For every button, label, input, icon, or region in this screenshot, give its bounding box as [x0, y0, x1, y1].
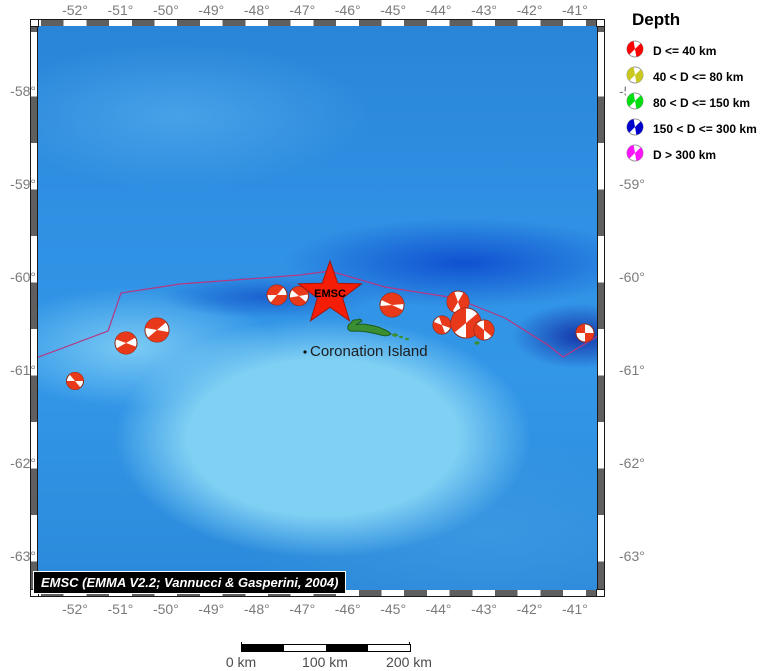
- lon-label-top: -50°: [152, 2, 179, 18]
- lon-label-bottom: -45°: [380, 601, 407, 617]
- lon-label-top: -52°: [62, 2, 88, 18]
- depth-beachball-icon: [626, 92, 644, 115]
- legend-item: D <= 40 km: [626, 38, 764, 64]
- focal-mechanism-beachball: [66, 372, 84, 390]
- legend-item: D > 300 km: [626, 142, 764, 168]
- legend-item-label: 150 < D <= 300 km: [653, 122, 757, 136]
- map-overlay: Coronation Island EMSC: [38, 259, 597, 390]
- legend-item-label: D <= 40 km: [653, 44, 717, 58]
- lat-label-left: -59°: [10, 176, 36, 192]
- lon-label-bottom: -50°: [152, 601, 179, 617]
- focal-mechanism-beachball: [289, 286, 309, 306]
- lon-label-top: -51°: [107, 2, 134, 18]
- lat-label-left: -60°: [10, 269, 36, 285]
- attribution-box: EMSC (EMMA V2.2; Vannucci & Gasperini, 2…: [33, 571, 347, 594]
- depth-beachball-icon: [626, 144, 644, 167]
- legend-title: Depth: [632, 10, 681, 29]
- focal-mechanism-beachball: [432, 315, 452, 335]
- scale-bar: [241, 644, 411, 652]
- lat-label-left: -62°: [10, 455, 36, 471]
- legend-items: D <= 40 km 40 < D <= 80 km 80 < D <= 150 k…: [626, 38, 764, 168]
- depth-beachball-icon: [626, 118, 644, 141]
- lon-label-bottom: -44°: [425, 601, 452, 617]
- island-point: [303, 350, 307, 354]
- lon-label-bottom: -51°: [107, 601, 134, 617]
- lon-label-bottom: -43°: [471, 601, 497, 617]
- focal-mechanism-beachball: [575, 323, 595, 343]
- lat-label-left: -63°: [10, 548, 36, 564]
- legend-item-label: 80 < D <= 150 km: [653, 96, 751, 110]
- legend-item: 150 < D <= 300 km: [626, 116, 764, 142]
- lat-label-right: -60°: [619, 269, 645, 285]
- depth-beachball-icon: [626, 66, 644, 89]
- map-frame-left: [30, 19, 38, 597]
- scale-bar-label: 100 km: [302, 654, 348, 670]
- lat-label-right: -59°: [619, 176, 645, 192]
- lon-label-bottom: -52°: [62, 601, 88, 617]
- scale-bar-label: 200 km: [386, 654, 432, 670]
- lat-label-right: -63°: [619, 548, 645, 564]
- lon-label-top: -41°: [562, 2, 588, 18]
- legend-item-label: 40 < D <= 80 km: [653, 70, 744, 84]
- lon-label-top: -43°: [471, 2, 497, 18]
- epicenter-star-label: EMSC: [314, 288, 346, 300]
- scale-bar-segment: [242, 645, 284, 651]
- focal-mechanism-beachball: [473, 319, 495, 341]
- lon-label-top: -47°: [289, 2, 316, 18]
- focal-mechanism-beachball: [114, 331, 138, 355]
- lon-label-bottom: -41°: [562, 601, 588, 617]
- epicenter-star: [297, 259, 363, 322]
- lon-label-bottom: -49°: [198, 601, 225, 617]
- lat-label-right: -61°: [619, 362, 645, 378]
- coronation-island-shape: [347, 318, 392, 337]
- islet-shape: [405, 337, 409, 341]
- lon-label-top: -42°: [516, 2, 543, 18]
- lon-label-top: -49°: [198, 2, 225, 18]
- frame-corner: [596, 589, 605, 597]
- lon-label-bottom: -46°: [334, 601, 361, 617]
- lon-label-bottom: -47°: [289, 601, 316, 617]
- scale-bar-segment: [368, 645, 410, 651]
- lat-label-left: -61°: [10, 362, 36, 378]
- islet-shape: [474, 341, 480, 345]
- focal-mechanism-beachball: [450, 307, 482, 339]
- focal-mechanism-beachball: [446, 290, 470, 314]
- scale-bar-segment: [326, 645, 368, 651]
- legend-item: 80 < D <= 150 km: [626, 90, 764, 116]
- lat-label-right: -62°: [619, 455, 645, 471]
- lon-label-top: -44°: [425, 2, 452, 18]
- lon-label-bottom: -48°: [243, 601, 270, 617]
- island-label: Coronation Island: [310, 343, 428, 360]
- depth-legend: Depth D <= 40 km 40 < D <= 80 km 80 < D <=…: [626, 8, 764, 168]
- lon-label-top: -46°: [334, 2, 361, 18]
- islet-shape: [392, 333, 398, 337]
- lon-label-bottom: -42°: [516, 601, 543, 617]
- legend-item-label: D > 300 km: [653, 148, 717, 162]
- depth-beachball-icon: [626, 40, 644, 63]
- focal-mechanism-beachball: [144, 317, 170, 343]
- focal-mechanism-beachball: [266, 284, 288, 306]
- frame-corner: [30, 19, 39, 27]
- bathymetry-map: Coronation Island EMSC: [38, 26, 597, 590]
- islet-shape: [399, 335, 403, 339]
- scale-bar-segment: [284, 645, 326, 651]
- lon-label-top: -48°: [243, 2, 270, 18]
- lon-label-top: -45°: [380, 2, 407, 18]
- scale-bar-label: 0 km: [225, 654, 257, 670]
- focal-mechanism-beachball: [379, 292, 405, 318]
- lat-label-left: -58°: [10, 83, 36, 99]
- frame-corner: [596, 19, 605, 27]
- legend-item: 40 < D <= 80 km: [626, 64, 764, 90]
- map-frame-right: [597, 19, 605, 597]
